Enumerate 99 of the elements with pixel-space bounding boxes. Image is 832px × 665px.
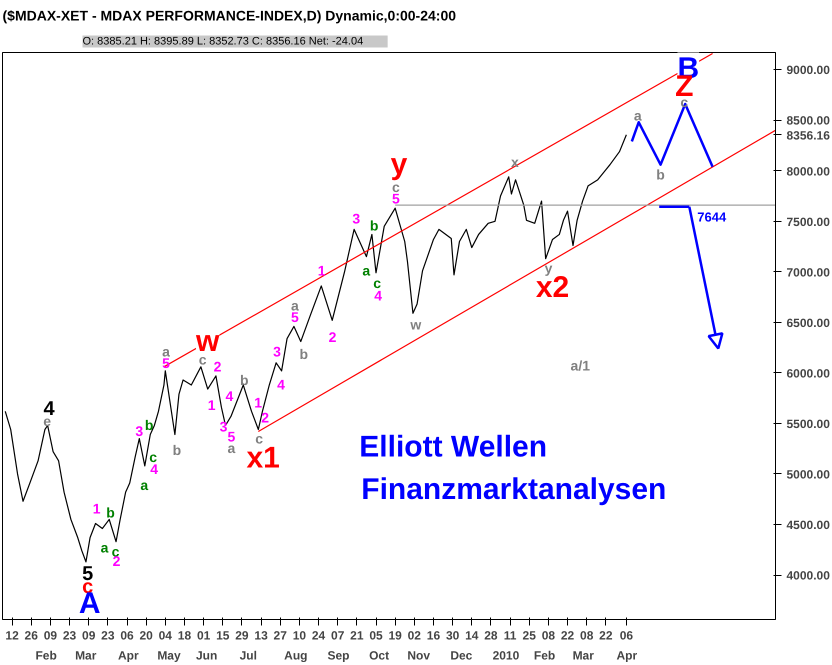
x-tick-label: 07 [331,628,345,642]
annotation: b [299,346,308,362]
text: Mar [572,648,594,662]
annotation: 1 [318,262,326,279]
text: May [157,648,181,662]
annotation: 4 [226,388,234,404]
x-tick-label: 14 [465,628,479,642]
annotation: a [362,262,370,279]
annotation: Elliott Wellen [359,430,548,464]
annotation: b [172,442,182,458]
x-tick-label: 24 [312,628,326,642]
x-tick-label: 11 [504,628,517,642]
annotation: 2 [261,410,270,426]
x-tick-label: 04 [158,628,172,642]
x-tick-label: 09 [82,628,96,642]
text: Apr [118,648,140,662]
y-tick-label: 5500.00 [786,416,830,431]
x-tick-label: 08 [580,628,594,642]
annotation: b [656,166,665,183]
x-tick-label: 21 [350,628,364,642]
x-tick-label: 18 [178,628,192,642]
y-tick-label: 9000.00 [786,63,830,78]
annotation: b [144,416,154,433]
x-tick-label: 23 [62,628,77,642]
x-tick-label: 26 [24,628,38,642]
x-tick-label: 02 [408,628,422,642]
text: Sep [327,648,350,662]
annotation: 2 [214,358,222,375]
y-tick-label: 8500.00 [786,114,830,128]
annotation: 3 [273,343,282,360]
chart-subtitle: O: 8385.21 H: 8395.89 L: 8352.73 C: 8356.16 Net: -24.04 [82,36,364,48]
annotation: 3 [135,423,144,440]
text: Oct [369,648,390,662]
x-tick-label: 22 [599,628,613,642]
x-tick-label: 28 [484,628,498,642]
annotation: c [255,430,264,446]
x-tick-label: 09 [44,628,58,642]
annotation: a [634,107,642,124]
text: Feb [35,648,57,662]
annotation: c [149,449,158,466]
annotation: w [409,316,422,332]
annotation: 3 [352,210,360,226]
annotation: 2 [328,328,337,345]
x-tick-label: 20 [139,628,154,642]
x-tick-label: 25 [522,628,536,642]
x-tick-label: 15 [216,628,230,642]
data-label: 7644 [697,210,727,225]
y-tick-label: 4500.00 [786,518,830,532]
annotation: a [162,343,170,360]
annotation: 1 [208,397,216,414]
x-tick-label: 06 [120,628,134,642]
y-tick-label: 5000.00 [786,467,830,482]
annotation: 1 [254,394,262,410]
annotation: Finanzmarktanalysen [361,472,666,506]
annotation: 5 [228,428,236,444]
text: Aug [284,648,308,662]
x-tick-label: 19 [388,628,402,642]
y-tick-label: 8000.00 [786,164,830,178]
annotation: a [100,540,109,556]
annotation: a [140,476,148,493]
x-tick-label: 05 [369,628,384,642]
text: Jun [196,648,218,662]
text: Mar [75,648,97,662]
annotation: b [106,504,115,521]
annotation: 3 [220,418,228,435]
x-tick-label: 13 [254,628,268,642]
annotation: 5 [392,190,400,207]
x-tick-label: 10 [292,628,306,642]
annotation: x [510,154,519,170]
text: Apr [616,648,638,662]
y-tick-label: 6500.00 [786,316,830,330]
x-tick-label: 22 [560,628,575,642]
text: Dec [450,648,473,662]
text: Feb [534,648,556,662]
x-tick-label: 27 [274,628,288,642]
x-tick-label: 01 [196,628,211,642]
annotation: b [240,372,249,388]
y-tick-label: 7500.00 [786,214,830,229]
y-tick-label: 7000.00 [786,265,830,280]
annotation: a/1 [570,358,590,374]
annotation: 4 [277,376,286,392]
text: Jul [240,648,257,662]
annotation: 1 [92,500,101,516]
x-tick-label: 23 [101,628,115,642]
x-tick-label: 30 [446,628,460,642]
x-tick-label: 16 [426,628,440,642]
annotation: y [390,148,408,182]
y-tick-label: 6000.00 [786,366,830,380]
x-tick-label: 12 [5,628,20,642]
chart-title: ($MDAX-XET - MDAX PERFORMANCE-INDEX,D) Dynamic,0:00-24:00 [2,8,456,24]
annotation: b [370,218,378,234]
x-tick-label: 08 [542,628,556,642]
text: 2010 [492,648,520,662]
annotation: w [194,324,220,358]
text: Nov [407,648,430,662]
y-tick-label: 4000.00 [786,568,830,583]
y-tick-label: 8356.16 [786,128,830,142]
x-tick-label: 29 [235,628,249,642]
x-tick-label: 06 [620,628,634,642]
